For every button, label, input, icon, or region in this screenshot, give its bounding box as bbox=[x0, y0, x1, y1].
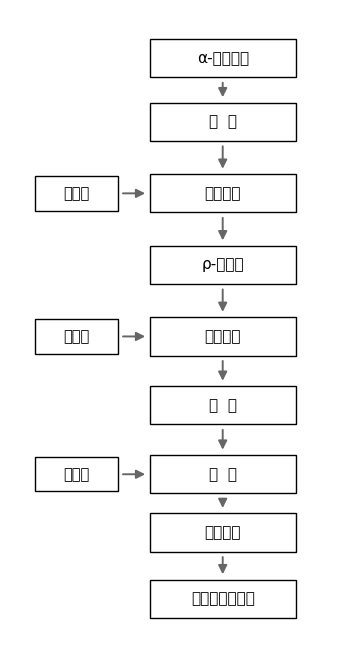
Bar bbox=[150, 579, 296, 618]
Text: 生  球: 生 球 bbox=[209, 398, 237, 413]
Bar bbox=[150, 39, 296, 78]
Bar bbox=[150, 174, 296, 212]
Bar bbox=[35, 319, 118, 353]
Bar bbox=[150, 317, 296, 355]
Bar bbox=[150, 514, 296, 552]
Text: 成品活性氧化铝: 成品活性氧化铝 bbox=[191, 591, 254, 606]
Text: 粘合剂: 粘合剂 bbox=[64, 329, 90, 344]
Text: 热气体: 热气体 bbox=[64, 466, 90, 482]
Bar bbox=[35, 176, 118, 211]
Bar bbox=[150, 455, 296, 493]
Text: 盘式制粒: 盘式制粒 bbox=[205, 329, 241, 344]
Bar bbox=[150, 246, 296, 284]
Text: 热风炉: 热风炉 bbox=[64, 186, 90, 201]
Text: 粉  碎: 粉 碎 bbox=[209, 114, 237, 129]
Bar bbox=[150, 386, 296, 424]
Bar bbox=[150, 102, 296, 141]
Text: 活化焙烧: 活化焙烧 bbox=[205, 525, 241, 540]
Text: 闪速焙烧: 闪速焙烧 bbox=[205, 186, 241, 201]
Text: α-三水铝石: α-三水铝石 bbox=[197, 51, 249, 66]
Text: ρ-氧化铝: ρ-氧化铝 bbox=[201, 258, 244, 273]
Bar bbox=[35, 457, 118, 491]
Text: 水  化: 水 化 bbox=[209, 466, 237, 482]
